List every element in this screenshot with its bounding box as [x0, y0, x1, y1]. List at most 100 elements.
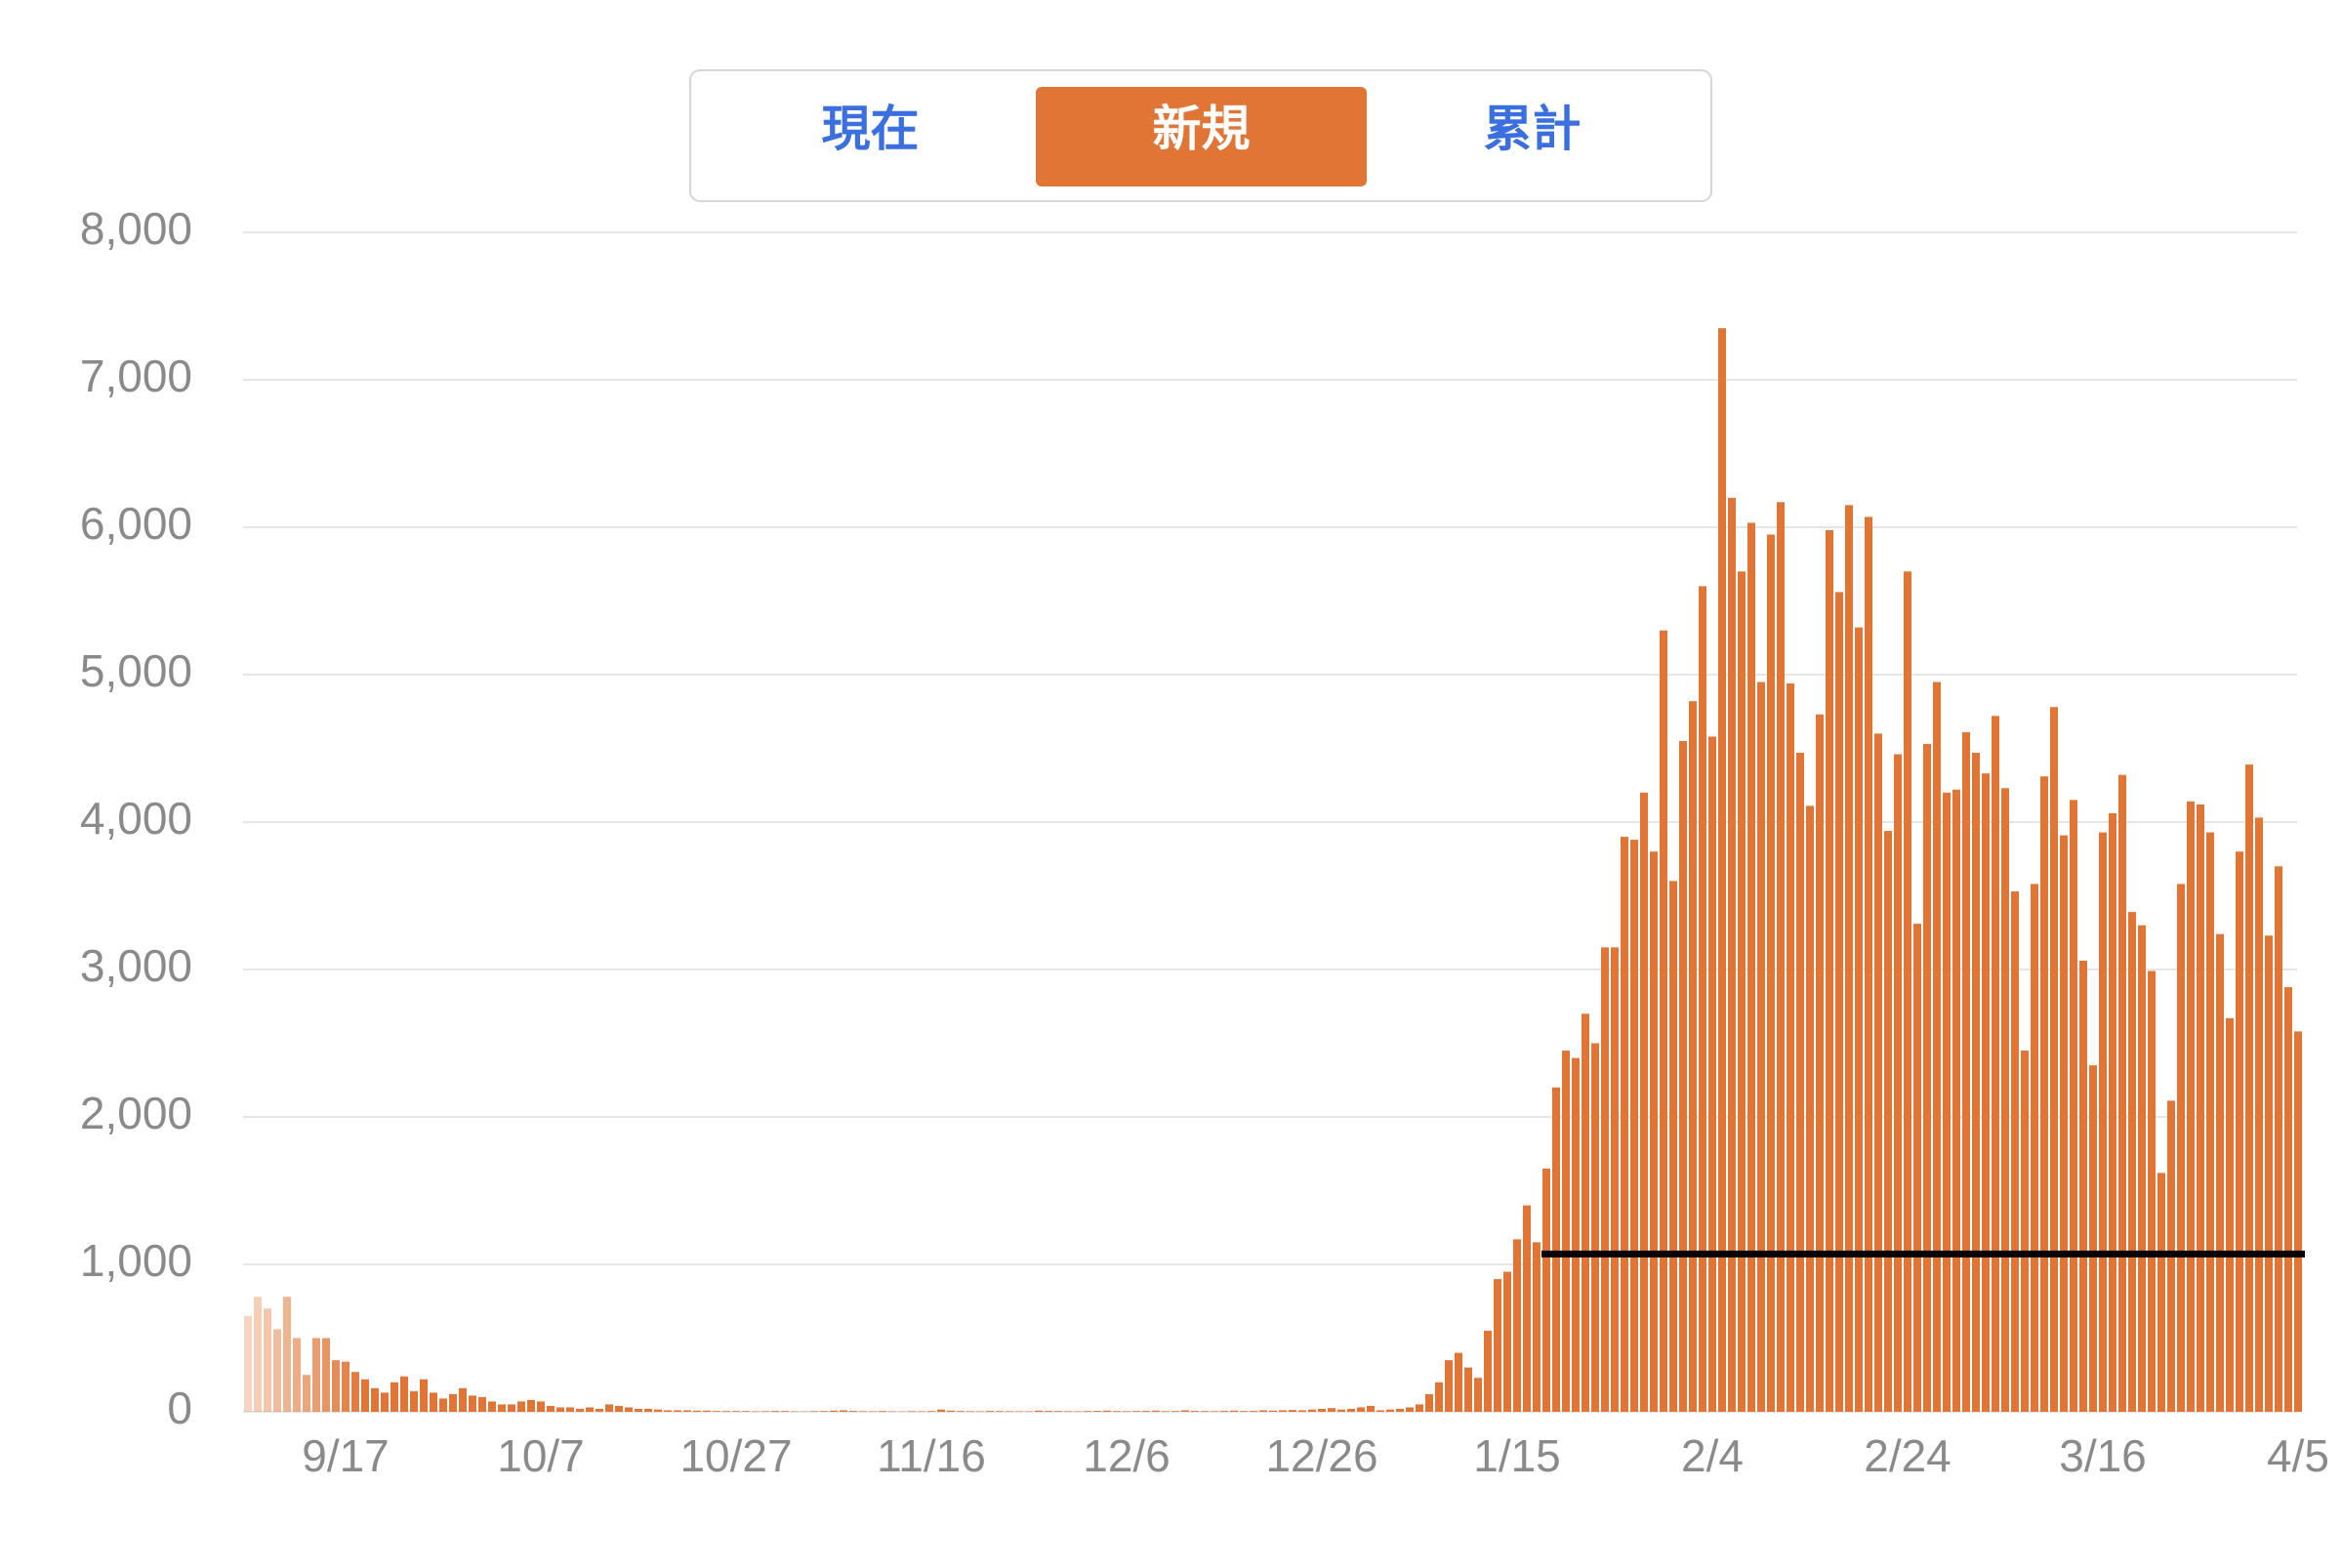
bar: [2245, 764, 2253, 1412]
bar: [1123, 1411, 1130, 1412]
bar: [1455, 1352, 1462, 1412]
y-tick-label: 5,000: [80, 645, 192, 696]
bar: [2206, 832, 2214, 1412]
bar: [1132, 1411, 1140, 1412]
bar: [1240, 1411, 1248, 1412]
bar: [605, 1404, 613, 1412]
y-tick-label: 8,000: [80, 203, 192, 254]
bar: [2187, 801, 2195, 1412]
bar: [459, 1387, 467, 1412]
bar: [1913, 924, 1921, 1412]
y-tick-label: 7,000: [80, 351, 192, 401]
bar: [1601, 947, 1609, 1412]
x-tick-label: 12/6: [1083, 1430, 1171, 1481]
bar: [430, 1392, 437, 1412]
tab[interactable]: 現在: [822, 102, 920, 156]
bar: [2148, 970, 2156, 1412]
bar: [1318, 1408, 1326, 1412]
bar: [2001, 788, 2009, 1412]
x-tick-label: 2/4: [1681, 1430, 1744, 1481]
bar: [1269, 1410, 1277, 1412]
bar: [351, 1372, 359, 1412]
bar: [1347, 1408, 1355, 1412]
bar: [2040, 776, 2048, 1412]
bar: [1103, 1410, 1111, 1412]
bar: [1904, 571, 1911, 1412]
bar: [1621, 837, 1628, 1412]
y-tick-label: 0: [167, 1382, 192, 1433]
bar: [2079, 960, 2087, 1412]
x-tick-label: 12/26: [1265, 1430, 1377, 1481]
bar: [2021, 1051, 2029, 1412]
bar: [937, 1409, 945, 1412]
bar: [2138, 925, 2146, 1412]
bar: [1308, 1409, 1316, 1412]
bar: [1962, 731, 1970, 1412]
bar: [1513, 1239, 1521, 1412]
bar: [2275, 866, 2282, 1412]
bar: [1064, 1411, 1072, 1412]
bar: [2011, 890, 2019, 1412]
bar: [1435, 1382, 1443, 1412]
bar: [1787, 683, 1794, 1412]
bar: [1747, 522, 1755, 1412]
bar: [254, 1297, 262, 1412]
bar: [859, 1411, 867, 1412]
bar: [1464, 1367, 1472, 1412]
tab-selected-bg: [1036, 87, 1367, 186]
bar: [1669, 881, 1677, 1412]
bar: [244, 1315, 252, 1412]
bar: [1894, 754, 1902, 1412]
bar: [566, 1407, 574, 1412]
bar: [312, 1338, 320, 1412]
bar: [1982, 773, 1990, 1412]
bar: [2109, 812, 2116, 1412]
bar: [820, 1411, 828, 1412]
bar: [596, 1408, 603, 1412]
tab[interactable]: 累計: [1484, 102, 1582, 156]
bar: [439, 1398, 447, 1412]
tab[interactable]: 新規: [1153, 102, 1251, 156]
bar: [1591, 1043, 1599, 1412]
bar: [1220, 1411, 1228, 1412]
bar: [1874, 733, 1882, 1412]
bar: [781, 1411, 789, 1412]
x-tick-label: 1/15: [1473, 1430, 1561, 1481]
bar: [1845, 505, 1853, 1412]
bar: [1142, 1411, 1150, 1412]
bar: [1328, 1408, 1335, 1412]
bar: [1943, 792, 1951, 1412]
bar: [1035, 1410, 1043, 1412]
bar: [2216, 933, 2224, 1412]
bar: [322, 1338, 330, 1412]
bar: [1230, 1410, 1238, 1412]
bar: [1396, 1408, 1404, 1412]
bar: [1201, 1411, 1209, 1412]
bar: [1806, 805, 1814, 1412]
bar: [1728, 497, 1736, 1412]
bar: [586, 1407, 594, 1412]
bar: [2226, 1017, 2234, 1412]
bar: [1054, 1411, 1062, 1412]
bar: [1542, 1168, 1550, 1412]
bar: [342, 1361, 349, 1412]
bar: [1835, 592, 1843, 1412]
bar: [1376, 1410, 1384, 1412]
bar: [1181, 1410, 1189, 1412]
bar: [420, 1379, 428, 1412]
x-tick-label: 10/7: [497, 1430, 585, 1481]
bar: [1884, 831, 1892, 1412]
bar: [1406, 1407, 1414, 1412]
bar: [693, 1410, 701, 1412]
bar: [986, 1411, 994, 1412]
bar: [361, 1379, 369, 1412]
y-tick-label: 3,000: [80, 940, 192, 991]
bar: [1113, 1411, 1121, 1412]
bar: [576, 1408, 584, 1412]
bar: [1718, 328, 1726, 1412]
bar: [1152, 1410, 1160, 1412]
bar: [771, 1411, 779, 1412]
bar: [927, 1411, 935, 1412]
bar: [1865, 516, 1872, 1412]
